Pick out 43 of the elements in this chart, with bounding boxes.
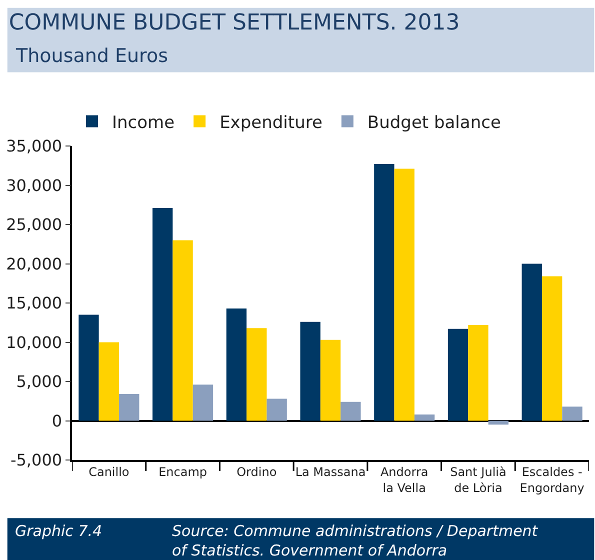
bar xyxy=(340,402,361,421)
bar xyxy=(522,264,542,421)
bar xyxy=(414,414,435,421)
bar xyxy=(78,314,99,421)
x-tick-label: Canillo xyxy=(88,465,130,480)
legend-label: Expenditure xyxy=(220,112,322,133)
bar xyxy=(266,398,287,421)
x-tick-label: Ordino xyxy=(236,465,277,480)
x-tick-label: Encamp xyxy=(158,465,208,480)
x-tick-label: Andorra la Vella xyxy=(380,465,428,495)
chart-title: COMMUNE BUDGET SETTLEMENTS. 2013 xyxy=(8,10,460,36)
bar xyxy=(172,240,193,421)
y-tick-label: 30,000 xyxy=(6,176,62,195)
y-tick-label: 10,000 xyxy=(6,332,62,352)
text: Graphic 7.4 xyxy=(15,522,102,540)
bar xyxy=(320,340,341,421)
x-tick-label: La Massana xyxy=(295,465,366,480)
bar xyxy=(226,308,247,421)
x-tick-label: Sant Julià de Lòria xyxy=(450,465,506,495)
bar xyxy=(448,328,468,421)
y-tick-label: 20,000 xyxy=(6,254,62,274)
bar xyxy=(562,406,582,421)
bar xyxy=(152,208,173,421)
bar xyxy=(542,276,562,421)
y-tick-label: 5,000 xyxy=(16,372,62,392)
y-tick-label: 0 xyxy=(52,411,62,430)
y-tick-label: 35,000 xyxy=(6,136,62,156)
legend-label: Budget balance xyxy=(367,112,501,133)
bar xyxy=(98,342,120,421)
bar xyxy=(300,322,320,421)
source-note: Source: Commune administrations / Department of Statistics. Government of Andorra xyxy=(172,522,539,560)
bar xyxy=(468,324,488,421)
bar xyxy=(374,164,394,421)
bar xyxy=(246,328,267,421)
bar xyxy=(192,384,214,421)
bar xyxy=(394,168,414,421)
chart-subtitle: Thousand Euros xyxy=(15,45,168,67)
bar xyxy=(119,394,140,421)
legend-label: Income xyxy=(112,112,175,133)
y-tick-label: -5,000 xyxy=(10,450,62,470)
x-tick-label: Escaldes - Engordany xyxy=(520,465,584,495)
y-tick-label: 15,000 xyxy=(6,294,62,313)
y-tick-label: 25,000 xyxy=(6,215,62,234)
